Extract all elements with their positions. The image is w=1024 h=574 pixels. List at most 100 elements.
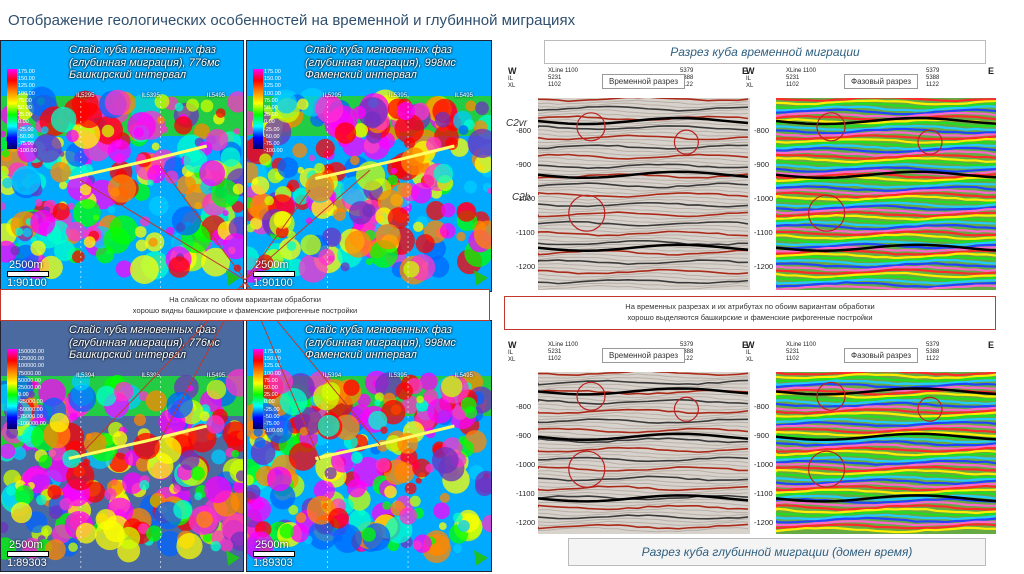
horizon-label: C2vr (506, 118, 528, 129)
depth-tick: -900 (754, 431, 770, 440)
legend-tick: 0.00 (18, 392, 29, 399)
depth-tick: -1000 (516, 460, 536, 469)
phase-section (776, 372, 996, 534)
map-title-line: Фаменский интервал (305, 69, 417, 81)
legend-tick: 100.00 (264, 90, 281, 97)
depth-tick: -1200 (516, 262, 536, 271)
legend-tick: 75.00 (18, 97, 32, 104)
west-label: W (746, 340, 755, 350)
depth-tick: -800 (754, 126, 770, 135)
legend-tick: 75.00 (264, 377, 278, 384)
legend-tick: -25000.00 (18, 399, 43, 406)
time-section (538, 372, 750, 534)
reef-marker (807, 194, 846, 232)
color-legend: 175.00 150.00 125.00 100.00 75.00 50.00 25.00 0… (253, 349, 283, 434)
horizon-line (538, 494, 749, 503)
legend-tick: -75.00 (18, 141, 34, 148)
west-label: W (508, 66, 517, 76)
legend-tick: -50.00 (264, 133, 280, 140)
callout-maps-line2: хорошо видны башкирские и фаменские рифо… (132, 306, 358, 315)
attribute-map-panel: 150000.00 125000.00 100000.00 75000.00 50000… (0, 320, 244, 572)
horizon-line (538, 116, 749, 126)
reef-marker (568, 450, 606, 488)
depth-tick: -900 (516, 431, 532, 440)
depth-tick: -1100 (754, 228, 773, 237)
profile-line (314, 144, 455, 180)
legend-tick: -75000.00 (18, 413, 43, 420)
depth-tick: -1000 (754, 460, 774, 469)
legend-tick: -25.00 (264, 406, 280, 413)
inline-label: IL5395 (141, 373, 160, 379)
east-label: E (742, 66, 749, 76)
inline-label: IL5295 (76, 93, 95, 99)
map-title-line: (глубинная миграция), 776мс (69, 336, 220, 349)
depth-tick: -1100 (516, 489, 535, 498)
phase-section (776, 98, 996, 290)
xline-header: XLine 1100 5231 1102 (786, 68, 816, 88)
reef-marker (673, 129, 699, 155)
map-title-line: Башкирский интервал (69, 69, 187, 81)
attribute-map-image (1, 86, 243, 291)
legend-tick: 125.00 (18, 83, 35, 90)
map-title: Слайс куба мгновенных фаз (глубинная мигр… (69, 44, 220, 82)
scale-ratio: 1:89303 (253, 557, 293, 569)
depth-tick: -800 (754, 402, 770, 411)
legend-tick: -100.00 (264, 428, 283, 435)
horizon-line (776, 116, 996, 126)
phase-section-label: Фазовый разрез (844, 74, 919, 89)
scale-label: 2500m (255, 539, 289, 551)
legend-tick: -25.00 (264, 126, 280, 133)
legend-tick: 175.00 (18, 69, 35, 75)
legend-tick: 150.00 (18, 76, 35, 83)
scale-ratio: 1:89303 (7, 557, 47, 569)
callout-maps-line1: На слайсах по обоим вариантам обработки (169, 295, 321, 304)
depth-tick: -1200 (516, 518, 536, 527)
depth-tick: -1000 (754, 194, 774, 203)
profile-line (68, 144, 208, 180)
callout-maps: На слайсах по обоим вариантам обработки … (0, 289, 490, 321)
seismic-traces (776, 372, 996, 534)
inline-label: IL5495 (454, 373, 473, 379)
scale-bar (253, 551, 295, 557)
horizon-line (776, 170, 996, 180)
legend-tick: 100.00 (264, 370, 281, 377)
seismic-traces (776, 98, 996, 290)
color-legend: 150000.00 125000.00 100000.00 75000.00 50000… (7, 349, 46, 429)
depth-tick: -1200 (754, 518, 774, 527)
east-label: E (988, 66, 995, 76)
profile-line (68, 424, 208, 460)
legend-tick: 50.00 (264, 385, 278, 392)
inline-header: 5379 5388 1122 (926, 342, 940, 362)
attribute-map-image (1, 368, 243, 571)
map-title-line: (глубинная миграция), 776мс (69, 56, 220, 69)
attribute-map-panel: 175.00 150.00 125.00 100.00 75.00 50.00 25.00 0… (246, 40, 492, 292)
inline-label: IL5395 (141, 93, 160, 99)
color-legend: 175.00 150.00 125.00 100.00 75.00 50.00 25.00 0… (7, 69, 37, 154)
il-xl-header: IL XL (508, 350, 516, 363)
legend-tick: 125.00 (264, 363, 281, 370)
legend-tick: -75.00 (264, 421, 280, 428)
depth-tick: -1200 (754, 262, 774, 271)
phase-section-label: Фазовый разрез (844, 348, 919, 363)
legend-tick: 150.00 (264, 76, 281, 83)
depth-tick: -1000 (516, 194, 536, 203)
legend-tick: 0.00 (18, 119, 29, 126)
legend-tick: -50.00 (18, 133, 34, 140)
horizon-line (538, 243, 749, 252)
legend-tick: 75000.00 (18, 370, 41, 377)
inline-header: 5379 5388 1122 (926, 68, 940, 88)
depth-tick: -800 (516, 402, 532, 411)
inline-label: IL5394 (322, 373, 342, 379)
reef-marker (917, 129, 943, 155)
horizon-line (776, 243, 996, 252)
depth-tick: -1100 (754, 489, 773, 498)
xline-header: XLine 1100 5231 1102 (548, 68, 578, 88)
inline-label: IL5395 (388, 373, 408, 379)
legend-tick: -100000.00 (18, 421, 46, 428)
legend-tick: 175.00 (264, 349, 281, 355)
il-xl-header: IL XL (746, 350, 754, 363)
xline-header: XLine 1100 5231 1102 (548, 342, 578, 362)
xline-header: XLine 1100 5231 1102 (786, 342, 816, 362)
reef-marker (816, 381, 846, 411)
legend-tick: -100.00 (264, 148, 283, 155)
